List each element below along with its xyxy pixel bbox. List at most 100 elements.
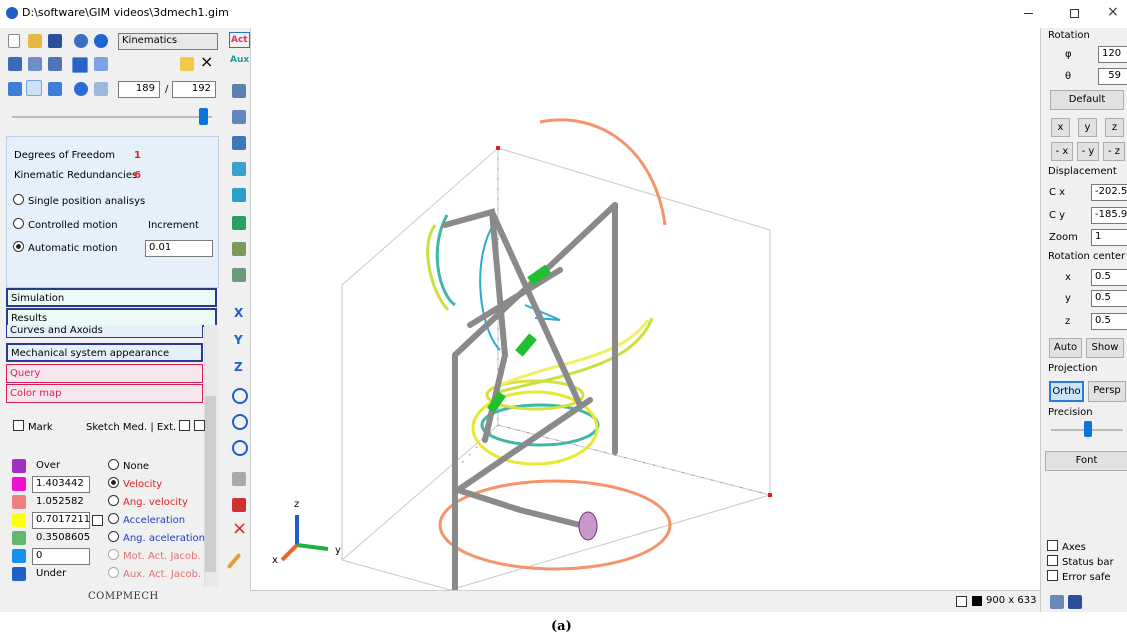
tool-icon[interactable]: [232, 242, 246, 256]
view-button[interactable]: z: [1105, 118, 1124, 137]
tool-icon[interactable]: [48, 57, 62, 71]
section-simulation[interactable]: Simulation: [6, 288, 217, 307]
tool-icon[interactable]: [28, 57, 42, 71]
section-appearance[interactable]: Mechanical system appearance: [6, 343, 203, 362]
checkbox[interactable]: [92, 515, 103, 526]
loop-icon[interactable]: [74, 82, 88, 96]
play-icon[interactable]: [26, 80, 42, 96]
increment-input[interactable]: 0.01: [145, 240, 213, 257]
tool-icon[interactable]: [232, 188, 246, 202]
view-button[interactable]: - z: [1103, 142, 1125, 161]
rotate-z[interactable]: [232, 440, 248, 456]
tool-icon[interactable]: [232, 110, 246, 124]
checkbox[interactable]: [179, 420, 190, 431]
checkbox[interactable]: [194, 420, 205, 431]
delete-icon[interactable]: ×: [232, 522, 247, 536]
cy-input[interactable]: -185.906: [1091, 207, 1127, 224]
save-icon[interactable]: [48, 34, 62, 48]
last-icon[interactable]: [48, 82, 62, 96]
section-color-map[interactable]: Color map: [6, 384, 203, 403]
delete-icon[interactable]: ×: [200, 55, 213, 69]
tool-icon[interactable]: [180, 57, 194, 71]
status-icon[interactable]: [1050, 595, 1064, 609]
radio[interactable]: [108, 477, 119, 488]
radio-controlled[interactable]: Controlled motion: [13, 218, 118, 233]
theta-input[interactable]: 59: [1098, 68, 1127, 85]
radio[interactable]: [108, 495, 119, 506]
restore[interactable]: [1070, 9, 1079, 18]
viewport[interactable]: x y z: [250, 28, 1040, 590]
radio[interactable]: [13, 194, 24, 205]
mode-select[interactable]: Kinematics: [118, 33, 218, 50]
radio[interactable]: [108, 513, 119, 524]
radio[interactable]: [108, 567, 119, 578]
default-button[interactable]: Default: [1050, 90, 1124, 110]
section-curves[interactable]: Curves and Axoids: [6, 325, 203, 338]
show-button[interactable]: Show: [1086, 338, 1124, 358]
x-view[interactable]: X: [234, 306, 243, 320]
level-input[interactable]: 0.7017211: [32, 512, 90, 529]
option-none[interactable]: None: [108, 459, 149, 474]
precision-thumb[interactable]: [1084, 421, 1092, 437]
rotate-x[interactable]: [232, 388, 248, 404]
check-axes[interactable]: Axes: [1047, 540, 1086, 555]
color-swatch[interactable]: [972, 596, 982, 606]
first-icon[interactable]: [8, 82, 22, 96]
view-button[interactable]: - y: [1077, 142, 1099, 161]
center-x-input[interactable]: 0.5: [1091, 269, 1127, 286]
view-button[interactable]: y: [1078, 118, 1097, 137]
section-query[interactable]: Query: [6, 364, 203, 383]
option-ang-acceleration[interactable]: Ang. aceleration: [108, 531, 205, 546]
search-icon[interactable]: [74, 34, 88, 48]
open-icon[interactable]: [28, 34, 42, 48]
persp-button[interactable]: Persp: [1088, 381, 1126, 402]
ortho-button[interactable]: Ortho: [1049, 381, 1084, 402]
tool-icon[interactable]: [94, 82, 108, 96]
auto-button[interactable]: Auto: [1049, 338, 1082, 358]
radio[interactable]: [108, 549, 119, 560]
flag-icon[interactable]: [232, 498, 246, 512]
rotate-y[interactable]: [232, 414, 248, 430]
radio-single[interactable]: Single position analisys: [13, 194, 145, 209]
font-button[interactable]: Font: [1045, 451, 1127, 471]
checkbox[interactable]: [1047, 540, 1058, 551]
frame-input[interactable]: 189: [118, 81, 160, 98]
radio[interactable]: [108, 459, 119, 470]
y-view[interactable]: Y: [234, 333, 243, 347]
act-button[interactable]: Act: [229, 32, 250, 48]
new-icon[interactable]: [8, 34, 20, 48]
option-ang-velocity[interactable]: Ang. velocity: [108, 495, 188, 510]
radio[interactable]: [13, 241, 24, 252]
check-status[interactable]: Status bar: [1047, 555, 1114, 570]
cx-input[interactable]: -202.54: [1091, 184, 1127, 201]
tool-icon[interactable]: [232, 84, 246, 98]
tool-icon[interactable]: [8, 57, 22, 71]
option-mot-jacob[interactable]: Mot. Act. Jacob.: [108, 549, 201, 564]
radio-automatic[interactable]: Automatic motion: [13, 241, 117, 256]
view-button[interactable]: - x: [1051, 142, 1073, 161]
aux-button[interactable]: Aux: [230, 53, 249, 67]
grid-icon[interactable]: [94, 57, 108, 71]
mark-check[interactable]: Mark: [13, 420, 53, 435]
checkbox[interactable]: [1047, 570, 1058, 581]
level-input[interactable]: 1.403442: [32, 476, 90, 493]
checkbox[interactable]: [13, 420, 24, 431]
tool-icon[interactable]: [232, 268, 246, 282]
view-button[interactable]: x: [1051, 118, 1070, 137]
level-input[interactable]: 0: [32, 548, 90, 565]
status-icon[interactable]: [1068, 595, 1082, 609]
checkbox[interactable]: [1047, 555, 1058, 566]
z-view[interactable]: Z: [234, 360, 243, 374]
tool-icon[interactable]: [232, 216, 246, 230]
check-error[interactable]: Error safe: [1047, 570, 1111, 585]
tool-icon[interactable]: [232, 136, 246, 150]
phi-input[interactable]: 120: [1098, 46, 1127, 63]
tool-icon[interactable]: [232, 162, 246, 176]
close[interactable]: ×: [1107, 5, 1119, 19]
option-aux-jacob[interactable]: Aux. Act. Jacob.: [108, 567, 201, 582]
tool-icon[interactable]: [232, 472, 246, 486]
radio[interactable]: [13, 218, 24, 229]
tool-icon[interactable]: [72, 57, 88, 73]
checkbox[interactable]: [956, 596, 967, 607]
slider-thumb[interactable]: [199, 108, 208, 125]
